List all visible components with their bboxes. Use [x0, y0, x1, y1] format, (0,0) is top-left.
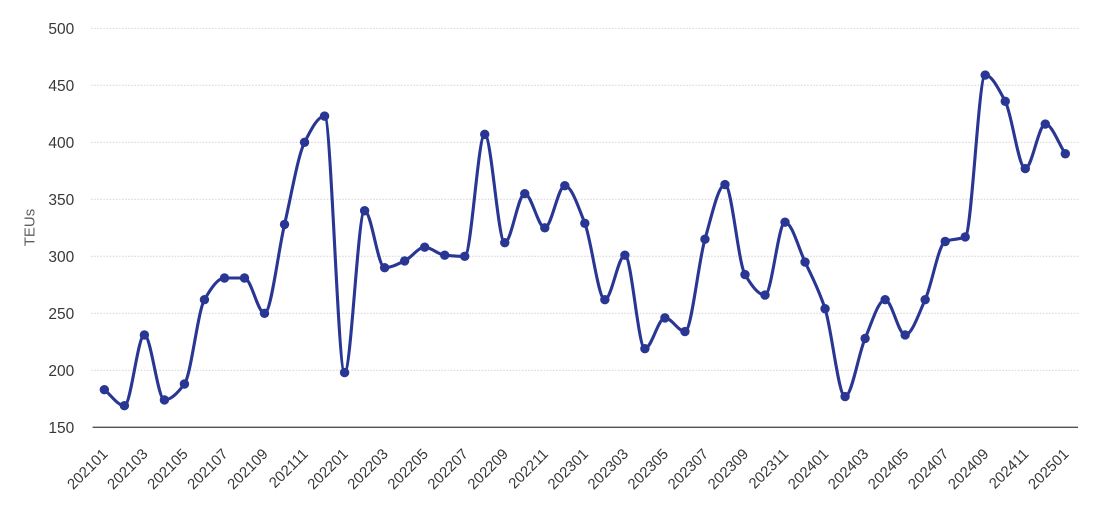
svg-text:200: 200 — [48, 363, 74, 380]
svg-text:250: 250 — [48, 306, 74, 323]
svg-text:300: 300 — [48, 249, 74, 266]
svg-text:450: 450 — [48, 78, 74, 95]
svg-text:TEUs: TEUs — [22, 209, 39, 247]
svg-text:350: 350 — [48, 192, 74, 209]
svg-text:150: 150 — [48, 420, 74, 437]
svg-text:400: 400 — [48, 135, 74, 152]
svg-text:500: 500 — [48, 21, 74, 38]
